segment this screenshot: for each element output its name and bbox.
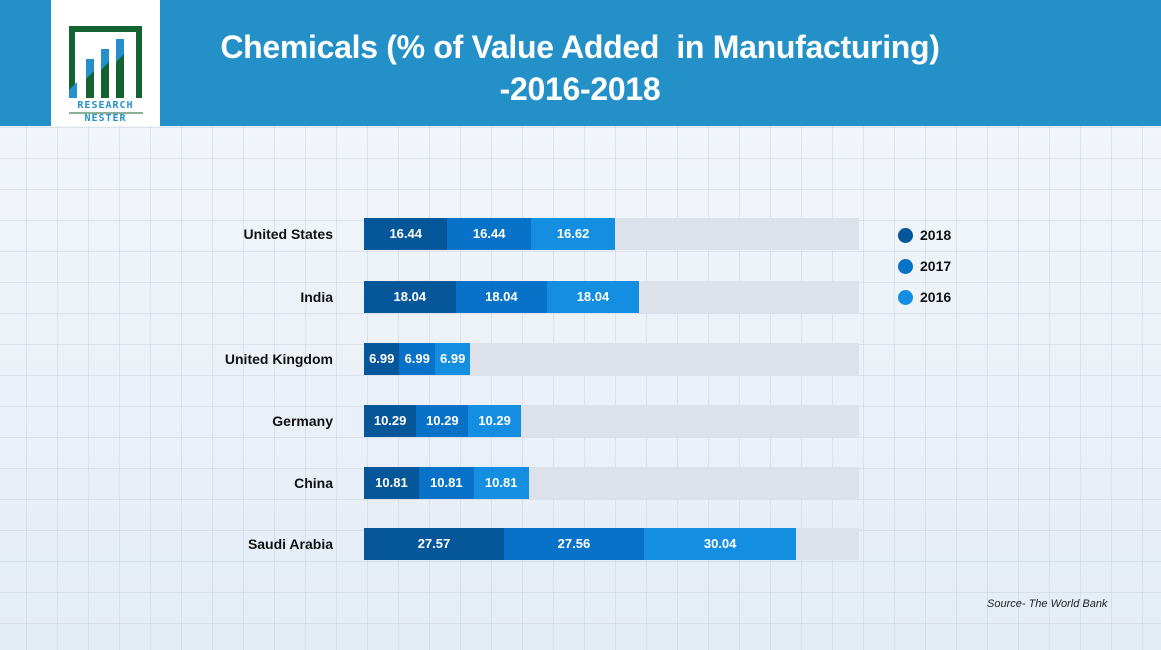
bar-segment-2017: 27.56 bbox=[503, 528, 644, 560]
data-label: 10.81 bbox=[375, 475, 408, 490]
bar-segment-2017: 16.44 bbox=[447, 218, 531, 250]
data-label: 16.44 bbox=[389, 226, 422, 241]
data-label: 27.57 bbox=[417, 536, 451, 551]
bar-track: 10.29 10.29 10.29 bbox=[364, 405, 859, 437]
bar-segment-2017: 6.99 bbox=[399, 343, 435, 375]
bar-segment-2017: 10.81 bbox=[418, 467, 474, 499]
research-nester-logo: RESEARCH NESTER bbox=[51, 0, 160, 126]
legend-label-2016: 2016 bbox=[920, 289, 952, 305]
bar-track: 10.81 10.81 10.81 bbox=[364, 467, 859, 499]
bar-segment-2018: 27.57 bbox=[364, 528, 504, 560]
bar-track: 18.04 18.04 18.04 bbox=[364, 281, 859, 313]
legend-dot-2017 bbox=[898, 259, 913, 274]
bar-segment-2016: 16.62 bbox=[530, 218, 616, 250]
data-label: 6.99 bbox=[369, 351, 395, 366]
bar-track: 27.57 27.56 30.04 bbox=[364, 528, 859, 560]
chart-title: Chemicals (% of Value Added in Manufactu… bbox=[180, 26, 980, 110]
data-label: 16.44 bbox=[472, 226, 506, 241]
bar-segment-2018: 6.99 bbox=[364, 343, 400, 375]
header-banner: RESEARCH NESTER Chemicals (% of Value Ad… bbox=[0, 0, 1161, 126]
category-label: India bbox=[300, 289, 333, 305]
data-label: 10.29 bbox=[478, 413, 511, 428]
data-label: 6.99 bbox=[404, 351, 430, 366]
bar-segment-2017: 18.04 bbox=[455, 281, 548, 313]
bar-segment-2016: 10.29 bbox=[468, 405, 521, 437]
category-label: United Kingdom bbox=[224, 351, 333, 367]
category-label: Germany bbox=[272, 413, 333, 429]
category-label: China bbox=[294, 475, 333, 491]
data-label: 10.81 bbox=[430, 475, 463, 490]
bar-track: 16.44 16.44 16.62 bbox=[364, 218, 859, 250]
chart-title-line2: -2016-2018 bbox=[499, 71, 661, 107]
bar-segment-2016: 18.04 bbox=[547, 281, 639, 313]
data-label: 18.04 bbox=[485, 289, 518, 304]
legend-label-2018: 2018 bbox=[920, 227, 952, 243]
data-label: 27.56 bbox=[557, 536, 591, 551]
bar-track: 6.99 6.99 6.99 bbox=[364, 343, 859, 375]
bar-segment-2016: 10.81 bbox=[473, 467, 529, 499]
data-label: 18.04 bbox=[393, 289, 427, 304]
legend-dot-2016 bbox=[898, 290, 913, 305]
legend-dot-2018 bbox=[898, 228, 913, 243]
category-label: Saudi Arabia bbox=[247, 536, 333, 552]
bar-segment-2016: 30.04 bbox=[643, 528, 797, 560]
bar-segment-2018: 16.44 bbox=[364, 218, 448, 250]
bar-segment-2018: 10.81 bbox=[364, 467, 419, 499]
chart-title-line1: Chemicals (% of Value Added in Manufactu… bbox=[220, 29, 940, 65]
bar-segment-2017: 10.29 bbox=[416, 405, 469, 437]
logo-chart-icon bbox=[69, 26, 143, 114]
bar-segment-2018: 10.29 bbox=[364, 405, 417, 437]
source-note: Source- The World Bank bbox=[987, 598, 1108, 610]
data-label: 6.99 bbox=[440, 351, 466, 366]
data-label: 10.81 bbox=[484, 475, 518, 490]
data-label: 30.04 bbox=[703, 536, 737, 551]
data-label: 10.29 bbox=[373, 413, 407, 428]
bar-segment-2018: 18.04 bbox=[364, 281, 456, 313]
logo-text-nester: NESTER bbox=[84, 113, 127, 124]
legend-label-2017: 2017 bbox=[920, 258, 952, 274]
category-label: United States bbox=[243, 226, 333, 242]
logo-text-research: RESEARCH bbox=[77, 100, 134, 111]
bar-segment-2016: 6.99 bbox=[434, 343, 471, 375]
data-label: 16.62 bbox=[556, 226, 590, 241]
data-label: 10.29 bbox=[426, 413, 459, 428]
data-label: 18.04 bbox=[576, 289, 610, 304]
